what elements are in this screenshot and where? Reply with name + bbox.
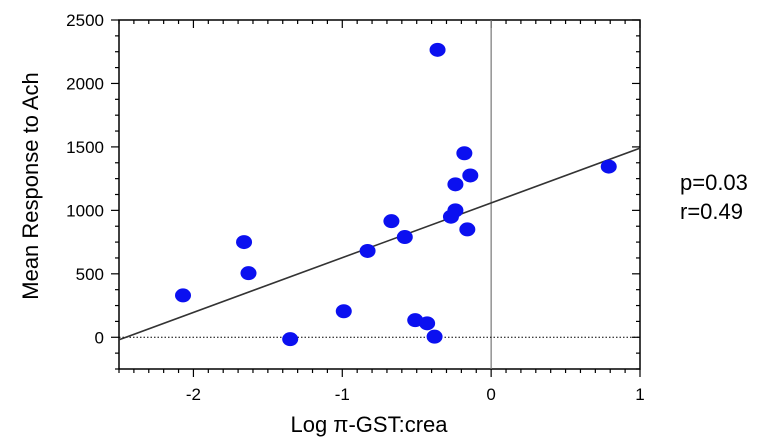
data-point	[419, 316, 436, 331]
x-axis-ticks: -2 -1 0 1	[118, 20, 645, 404]
reference-lines	[119, 20, 640, 369]
y-axis-ticks: 0 500 1000 1500 2000 2500	[66, 11, 640, 370]
y-axis-title: Mean Response to Ach	[18, 72, 43, 299]
data-point	[600, 159, 617, 174]
data-point	[236, 235, 253, 250]
y-tick-label: 2000	[66, 74, 104, 93]
y-tick-label: 500	[76, 265, 104, 284]
data-point	[462, 168, 479, 183]
data-point	[456, 146, 473, 161]
data-point	[459, 222, 476, 237]
p-value-annotation: p=0.03	[680, 170, 748, 195]
data-point	[396, 230, 413, 245]
data-point	[426, 329, 443, 344]
x-axis-title: Log π-GST:crea	[290, 412, 448, 437]
data-point	[359, 243, 376, 258]
data-point	[429, 42, 446, 57]
data-points	[175, 42, 617, 347]
r-value-annotation: r=0.49	[680, 199, 743, 224]
y-tick-label: 1500	[66, 138, 104, 157]
plot-border	[118, 19, 641, 370]
data-point	[240, 266, 257, 281]
y-tick-label: 2500	[66, 11, 104, 30]
data-point	[335, 304, 352, 319]
y-tick-label: 1000	[66, 201, 104, 220]
x-tick-label: 0	[486, 385, 495, 404]
x-tick-label: 1	[635, 385, 644, 404]
regression-line-group	[118, 147, 641, 341]
data-point	[447, 177, 464, 192]
regression-line	[118, 147, 641, 341]
data-point	[447, 203, 464, 218]
data-point	[175, 288, 192, 303]
data-point	[383, 214, 400, 229]
y-tick-label: 0	[95, 328, 104, 347]
x-tick-label: -2	[186, 385, 201, 404]
x-tick-label: -1	[335, 385, 350, 404]
plot-frame	[118, 19, 641, 370]
data-point	[282, 332, 299, 347]
